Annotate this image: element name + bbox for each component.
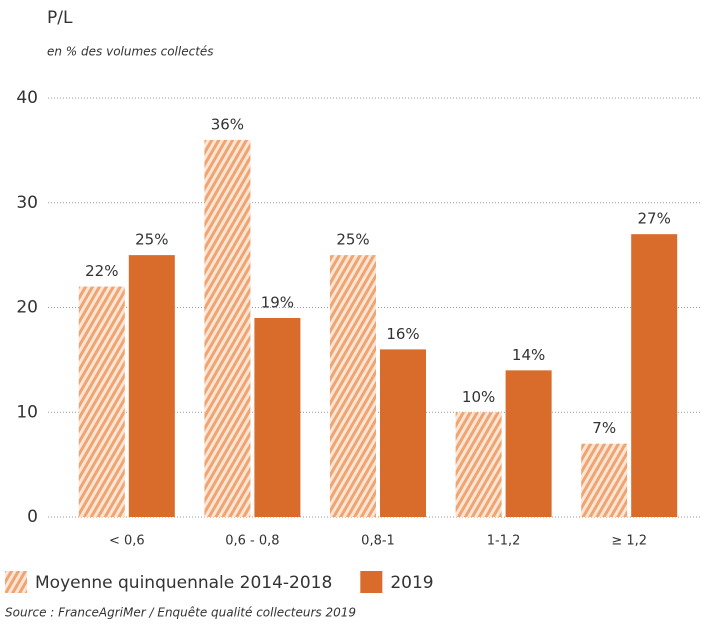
data-label: 10%: [462, 388, 495, 406]
bar: [631, 234, 678, 518]
data-label: 36%: [211, 115, 244, 133]
y-tick-label: 10: [16, 402, 38, 422]
y-tick-label: 40: [16, 88, 38, 108]
legend-label: Moyenne quinquennale 2014-2018: [35, 573, 332, 593]
chart-title: P/L: [47, 8, 73, 28]
data-label: 25%: [336, 231, 369, 249]
y-tick-label: 20: [16, 298, 38, 318]
bar: [254, 317, 301, 517]
legend-label: 2019: [390, 573, 433, 593]
bar: [581, 443, 628, 517]
bar: [380, 349, 426, 517]
source: Source : FranceAgriMer / Enquête qualité…: [5, 606, 356, 620]
data-label: 22%: [85, 262, 118, 280]
x-tick-label: ≥ 1,2: [611, 534, 647, 549]
bar: [78, 286, 125, 517]
x-tick-label: < 0,6: [109, 534, 145, 549]
legend-swatch: [5, 571, 27, 593]
x-tick-label: 1-1,2: [487, 534, 521, 549]
data-label: 25%: [135, 231, 168, 249]
y-tick-label: 0: [27, 507, 38, 527]
bar: [330, 255, 376, 517]
bar: [505, 370, 552, 517]
bar: [128, 255, 175, 517]
data-label: 19%: [261, 293, 294, 311]
chart-subtitle: en % des volumes collectés: [47, 45, 214, 59]
data-label: 27%: [638, 210, 671, 228]
x-tick-label: 0,6 - 0,8: [225, 534, 279, 549]
x-tick-label: 0,8-1: [361, 534, 395, 549]
bar: [204, 139, 251, 517]
legend-swatch: [360, 571, 383, 593]
data-label: 16%: [386, 325, 419, 343]
y-tick-label: 30: [16, 193, 38, 213]
data-label: 7%: [592, 419, 616, 437]
data-label: 14%: [512, 346, 545, 364]
bar: [455, 412, 502, 517]
